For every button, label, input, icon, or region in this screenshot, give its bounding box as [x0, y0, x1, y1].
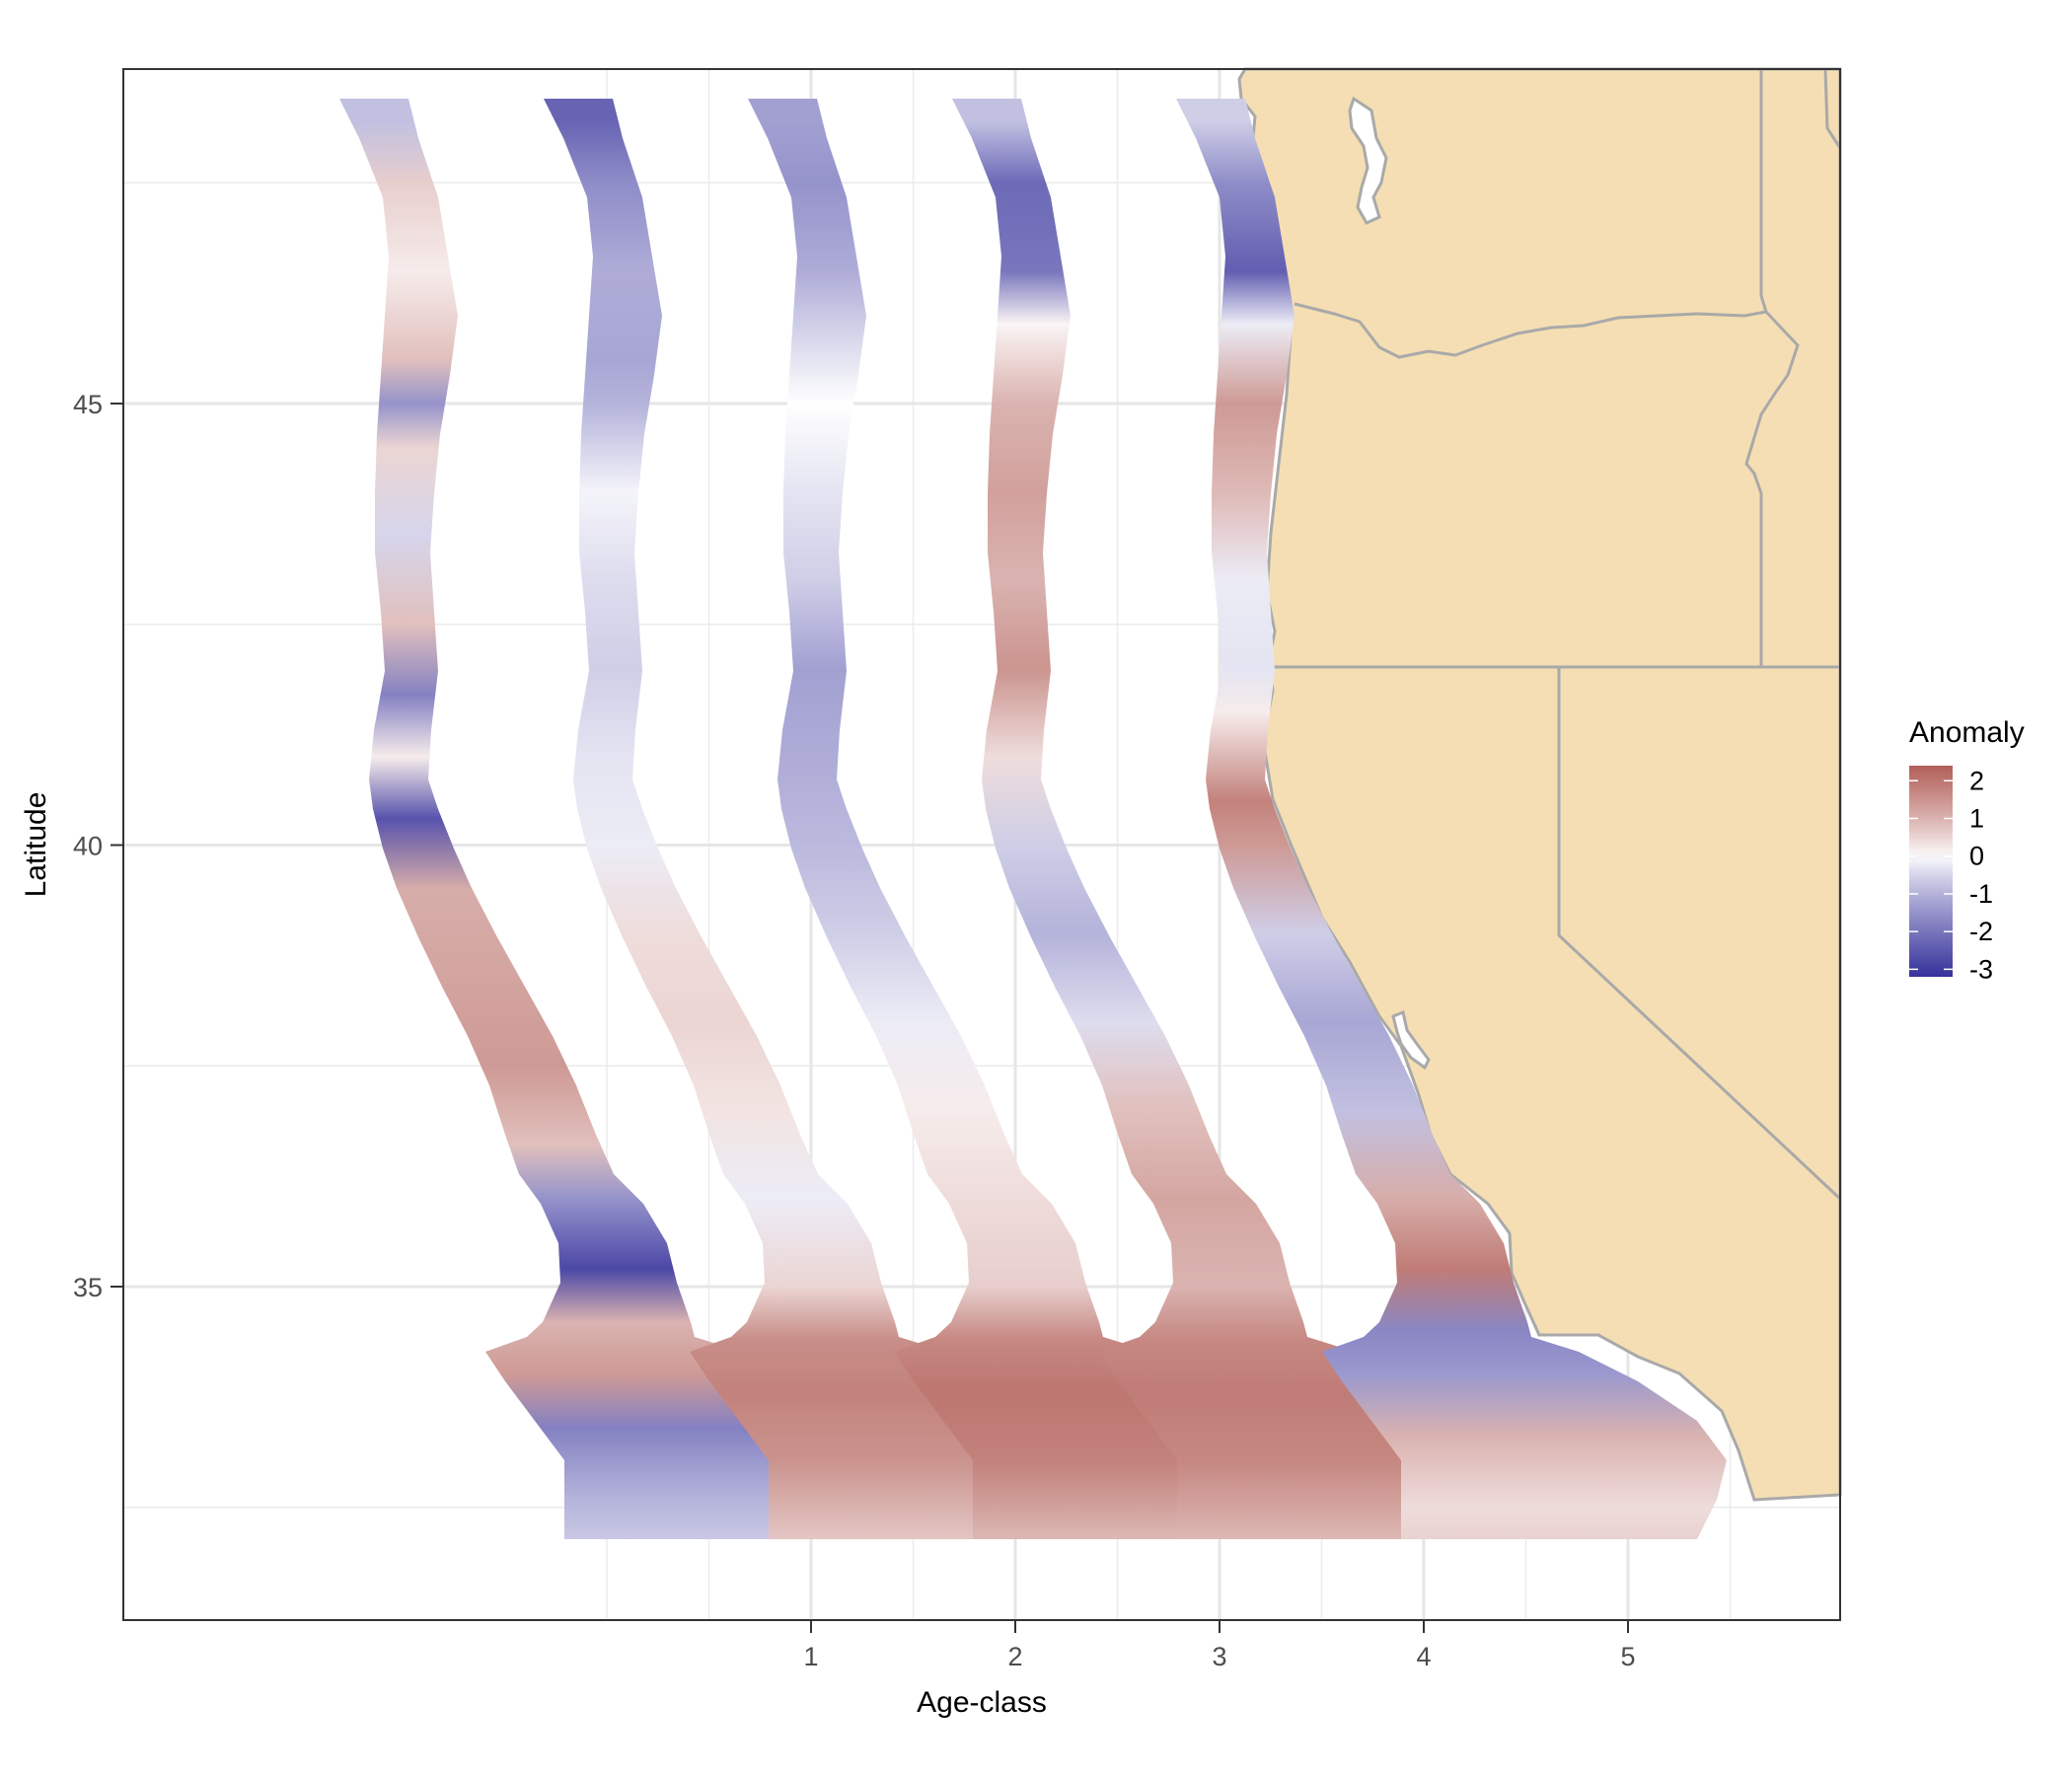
state-border-id-mt [1823, 68, 1842, 149]
y-axis-title: Latitude [20, 792, 52, 898]
legend-tick-label: -2 [1969, 917, 1993, 946]
x-tick-label: 1 [803, 1642, 818, 1671]
legend-title: Anomaly [1909, 716, 2025, 749]
anomaly-strip-age-2 [544, 99, 1094, 1539]
anomaly-strip-age-3 [748, 99, 1298, 1539]
anomaly-strip-age-1 [339, 99, 890, 1539]
legend-colorbar [1909, 766, 1953, 977]
state-border-ca-nv [1557, 667, 1842, 1201]
legend-tick-label: 2 [1969, 766, 1984, 795]
puget-sound [1348, 96, 1388, 225]
x-tick-label: 2 [1007, 1642, 1022, 1671]
x-tick-label: 3 [1212, 1642, 1226, 1671]
anomaly-strip-age-4 [952, 99, 1503, 1539]
legend-tick-label: 0 [1969, 842, 1984, 871]
x-tick-label: 5 [1620, 1642, 1635, 1671]
land-mass [1237, 67, 1842, 1502]
legend-tick-label: 1 [1969, 804, 1984, 834]
y-axis: 35 40 45 [73, 390, 123, 1302]
y-tick-label: 45 [73, 390, 103, 419]
state-border-or-id [1744, 310, 1800, 667]
y-tick-label: 35 [73, 1273, 103, 1302]
legend-ticks: 2 1 0 -1 -2 -3 [1909, 766, 1993, 984]
san-francisco-bay [1391, 1009, 1431, 1071]
x-tick-label: 4 [1416, 1642, 1431, 1671]
legend-tick-label: -1 [1969, 879, 1993, 909]
anomaly-strip-age-5 [1176, 99, 1727, 1539]
y-tick-label: 40 [73, 832, 103, 861]
x-axis-title: Age-class [917, 1686, 1047, 1719]
state-border-wa-or [1294, 302, 1767, 359]
anomaly-strips [339, 99, 1727, 1539]
legend: Anomaly 2 1 0 -1 -2 -3 [1909, 716, 2025, 984]
land-layer [1237, 67, 1842, 1502]
state-border-wa-id [1759, 69, 1768, 313]
legend-tick-label: -3 [1969, 954, 1993, 984]
x-axis: 1 2 3 4 5 [803, 1620, 1636, 1671]
